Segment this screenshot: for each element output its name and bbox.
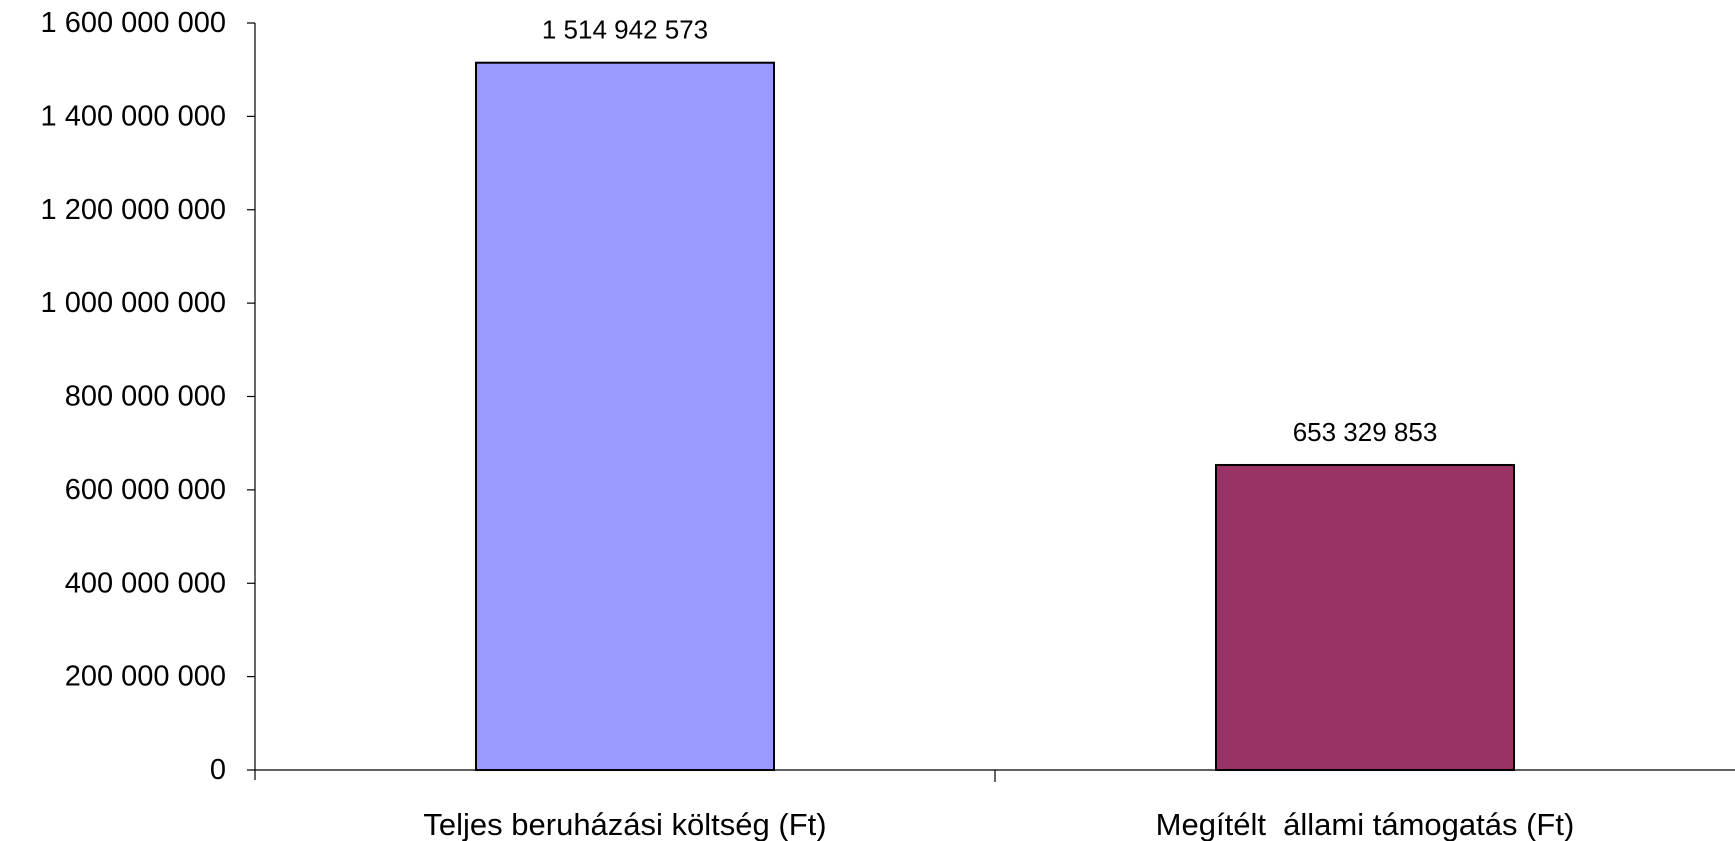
y-tick-label: 1 600 000 000: [41, 7, 226, 39]
y-tick-label: 800 000 000: [65, 381, 226, 413]
y-tick-label: 1 200 000 000: [41, 194, 226, 226]
y-tick-label: 1 400 000 000: [41, 100, 226, 132]
y-axis-ticks: 0 200 000 000 400 000 000 600 000 000 800 00…: [41, 7, 255, 786]
category-label-1: Teljes beruházási költség (Ft): [423, 807, 826, 841]
y-tick-label: 0: [210, 754, 226, 786]
bars: [475, 61, 1515, 772]
bar-2: [1215, 463, 1515, 771]
category-label-2: Megítélt állami támogatás (Ft): [1156, 807, 1575, 841]
data-label-1: 1 514 942 573: [542, 15, 708, 45]
bar-1: [475, 61, 775, 772]
y-tick-label: 400 000 000: [65, 567, 226, 599]
data-labels: 1 514 942 573 653 329 853: [542, 15, 1437, 447]
data-label-2: 653 329 853: [1293, 417, 1438, 447]
y-tick-label: 1 000 000 000: [41, 287, 226, 319]
y-tick-label: 600 000 000: [65, 474, 226, 506]
category-labels: Teljes beruházási költség (Ft) Megítélt á…: [423, 807, 1574, 841]
y-tick-label: 200 000 000: [65, 661, 226, 693]
